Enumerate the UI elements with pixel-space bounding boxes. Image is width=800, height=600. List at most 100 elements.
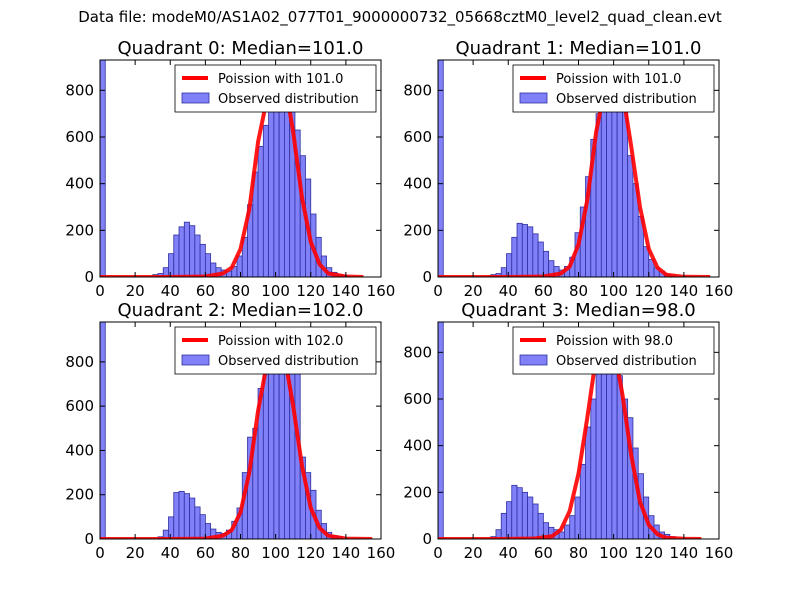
panel-title: Quadrant 0: Median=101.0: [118, 38, 364, 59]
histogram-bar: [542, 250, 550, 277]
x-tick-label: 40: [499, 282, 518, 300]
x-tick-label: 160: [367, 282, 396, 300]
histogram-bar: [199, 514, 206, 539]
x-tick-label: 20: [464, 282, 483, 300]
legend: Poission with 101.0 Observed distribution: [512, 64, 715, 113]
histogram-bar: [532, 503, 539, 539]
x-tick-label: 20: [464, 544, 483, 562]
y-tick-label: 200: [65, 221, 94, 239]
histogram-bar: [569, 515, 576, 539]
x-tick-label: 80: [569, 544, 588, 562]
histogram-bar: [438, 322, 444, 539]
y-tick-label: 600: [65, 397, 94, 415]
histogram-bar: [178, 490, 185, 539]
histogram-bar: [506, 253, 513, 277]
x-tick-label: 140: [332, 282, 361, 300]
x-tick-label: 120: [634, 282, 663, 300]
y-tick-label: 200: [403, 221, 432, 239]
histogram-bar: [189, 225, 196, 277]
histogram-bar: [590, 398, 597, 539]
legend-label-poisson: Poission with 101.0: [556, 72, 681, 87]
x-tick-label: 80: [569, 282, 588, 300]
y-tick-label: 0: [84, 530, 94, 548]
legend-bar-swatch: [181, 354, 210, 366]
histogram-bar: [537, 512, 544, 539]
x-tick-label: 20: [126, 544, 145, 562]
histogram-bar: [173, 234, 180, 277]
legend-box: [174, 326, 377, 375]
histogram-bar: [173, 492, 180, 539]
y-tick-label: 200: [65, 486, 94, 504]
histogram-bar: [574, 496, 581, 539]
histogram-bar: [527, 226, 534, 277]
histogram-bar: [204, 253, 212, 277]
legend-box: [512, 326, 715, 375]
histogram-bar: [500, 512, 507, 539]
x-tick-label: 100: [599, 544, 628, 562]
legend: Poission with 98.0 Observed distribution: [512, 326, 715, 375]
x-tick-label: 100: [261, 544, 290, 562]
histogram-bar: [516, 487, 523, 539]
x-tick-label: 120: [296, 282, 325, 300]
legend-label-poisson: Poission with 98.0: [556, 334, 673, 349]
histogram-bar: [168, 516, 175, 539]
histogram-bar: [178, 226, 185, 277]
legend-label-poisson: Poission with 101.0: [218, 72, 343, 87]
x-tick-label: 100: [261, 282, 290, 300]
legend-bar-swatch: [181, 92, 210, 104]
x-tick-label: 60: [196, 282, 215, 300]
histogram-bar: [511, 484, 518, 539]
x-tick-label: 40: [161, 282, 180, 300]
x-tick-label: 0: [95, 282, 105, 300]
x-tick-label: 80: [231, 282, 250, 300]
x-tick-label: 40: [499, 544, 518, 562]
histogram-bar: [506, 501, 513, 539]
legend-label-poisson: Poission with 102.0: [218, 334, 343, 349]
histogram-bar: [585, 426, 592, 539]
quadrant-2-plot: 0 20 40 60 80 100 120 140 160 0 200 400 600 800 Quadra…: [65, 300, 395, 562]
histogram-bar: [521, 224, 528, 277]
histogram-bar: [183, 493, 190, 539]
histogram-bar: [168, 253, 175, 277]
quadrant-0-plot: 0 20 40 60 80 100 120 140 160 0 200 400 600 800 Quadra…: [65, 38, 395, 300]
panel-title: Quadrant 2: Median=102.0: [118, 300, 364, 321]
histogram-bar: [532, 233, 539, 277]
histogram-bar: [100, 60, 106, 277]
y-tick-label: 200: [403, 483, 432, 501]
legend-bar-swatch: [519, 354, 548, 366]
x-tick-label: 60: [196, 544, 215, 562]
histogram-bar: [273, 357, 280, 539]
x-tick-label: 20: [126, 282, 145, 300]
y-tick-label: 400: [65, 175, 94, 193]
x-tick-label: 60: [534, 544, 553, 562]
x-tick-label: 120: [296, 544, 325, 562]
legend-label-observed: Observed distribution: [556, 354, 697, 369]
x-tick-label: 0: [433, 282, 443, 300]
quadrant-1-plot: 0 20 40 60 80 100 120 140 160 0 200 400 600 800 Quadra…: [403, 38, 733, 300]
histogram-bar: [600, 85, 607, 277]
histogram-bar: [511, 236, 518, 277]
x-tick-label: 0: [95, 544, 105, 562]
histogram-bars: [438, 322, 676, 539]
y-tick-label: 600: [65, 128, 94, 146]
histogram-bar: [199, 243, 206, 277]
histogram-bar: [100, 322, 106, 539]
panel-title: Quadrant 1: Median=101.0: [456, 38, 702, 59]
histogram-bar: [527, 496, 534, 539]
histogram-bar: [537, 241, 544, 277]
y-tick-label: 800: [403, 343, 432, 361]
histogram-bar: [268, 101, 275, 277]
y-tick-label: 400: [403, 437, 432, 455]
legend-box: [174, 64, 377, 113]
figure-title: Data file: modeM0/AS1A02_077T01_90000007…: [78, 8, 722, 26]
histogram-bar: [611, 347, 618, 539]
legend: Poission with 102.0 Observed distribution: [174, 326, 377, 375]
histogram-bar: [438, 60, 444, 277]
x-tick-label: 160: [367, 544, 396, 562]
legend: Poission with 101.0 Observed distribution: [174, 64, 377, 113]
x-tick-label: 120: [634, 544, 663, 562]
y-tick-label: 400: [65, 441, 94, 459]
x-tick-label: 100: [599, 282, 628, 300]
histogram-bar: [579, 463, 586, 539]
